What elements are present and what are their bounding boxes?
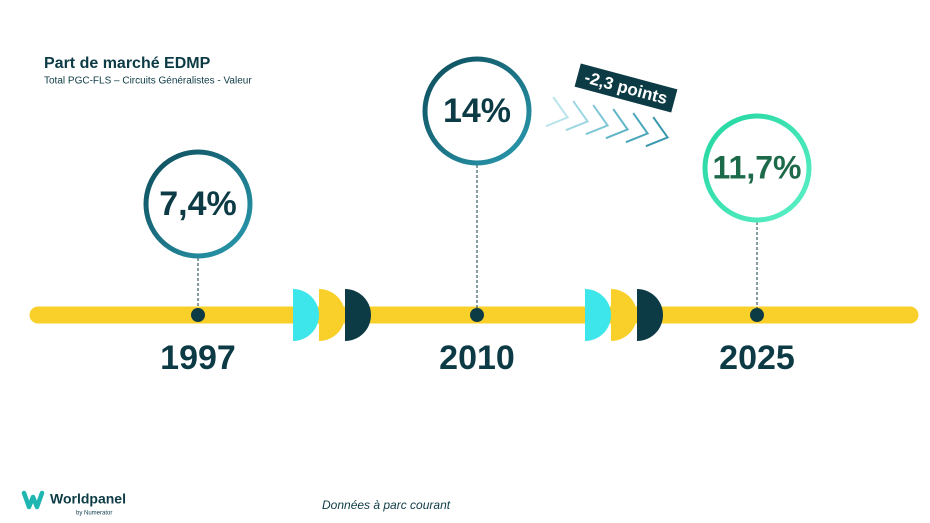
- value: 7,4%: [159, 185, 237, 223]
- logo: Worldpanel by Numerator: [21, 491, 126, 517]
- year: 2010: [439, 339, 515, 377]
- subtitle: Total PGC-FLS – Circuits Généralistes - …: [44, 76, 252, 87]
- year: 2025: [719, 339, 795, 377]
- annotation-box: -2,3 points: [574, 63, 678, 113]
- brand-sub: by Numerator: [76, 511, 112, 517]
- title: Part de marché EDMP: [44, 55, 211, 72]
- dot: [470, 308, 484, 322]
- milestone: 7,4% 1997: [143, 149, 253, 377]
- value-circle: [702, 113, 812, 223]
- separator: [585, 289, 663, 341]
- value-circle: [143, 149, 253, 259]
- milestone: 11,7% 2025: [702, 113, 812, 377]
- milestone: 14% 2010: [422, 56, 532, 377]
- footnote: Données à parc courant: [322, 498, 451, 512]
- annotation: -2,3 points: [582, 68, 669, 108]
- year: 1997: [160, 339, 236, 377]
- value: 11,7%: [713, 149, 802, 185]
- dot: [191, 308, 205, 322]
- dot: [750, 308, 764, 322]
- trend-chevrons: [545, 96, 670, 148]
- brand: Worldpanel: [50, 491, 126, 507]
- value-circle: [422, 56, 532, 166]
- value: 14%: [443, 92, 511, 130]
- separator: [293, 289, 371, 341]
